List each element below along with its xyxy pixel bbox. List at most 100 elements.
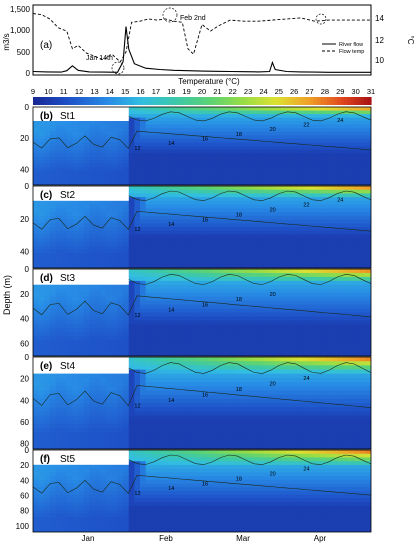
- heatmap-cell: [173, 440, 180, 446]
- heatmap-cell: [320, 249, 327, 254]
- heatmap-cell: [179, 160, 186, 165]
- heatmap-cell: [207, 390, 214, 396]
- heatmap-cell: [111, 398, 118, 404]
- colorbar-tick-label: 30: [351, 87, 359, 96]
- depth-axis-label: Depth (m): [2, 275, 12, 315]
- heatmap-cell: [218, 219, 225, 224]
- heatmap-cell: [354, 280, 361, 286]
- heatmap-cell: [173, 160, 180, 165]
- heatmap-cell: [235, 403, 242, 408]
- heatmap-cell: [89, 223, 96, 228]
- heatmap-cell: [151, 415, 158, 421]
- heatmap-cell: [140, 238, 147, 243]
- heatmap-cell: [292, 328, 299, 333]
- heatmap-cell: [78, 238, 85, 243]
- colorbar-cell: [131, 97, 135, 105]
- heatmap-cell: [218, 197, 225, 202]
- heatmap-cell: [224, 304, 231, 309]
- heatmap-cell: [258, 280, 265, 286]
- heatmap-cell: [94, 440, 101, 446]
- heatmap-cell: [303, 156, 310, 161]
- heatmap-cell: [162, 320, 169, 325]
- heatmap-cell: [185, 117, 192, 122]
- heatmap-cell: [258, 208, 265, 213]
- heatmap-cell: [83, 208, 90, 213]
- heatmap-cell: [325, 264, 332, 268]
- heatmap-cell: [151, 419, 158, 425]
- heatmap-cell: [49, 128, 56, 133]
- heatmap-cell: [196, 440, 203, 446]
- heatmap-cell: [297, 212, 304, 217]
- heatmap-cell: [280, 200, 287, 206]
- heatmap-cell: [49, 436, 56, 442]
- heatmap-cell: [66, 156, 73, 161]
- heatmap-cell: [337, 124, 344, 129]
- heatmap-cell: [207, 436, 214, 442]
- heatmap-cell: [314, 200, 321, 206]
- heatmap-cell: [94, 264, 101, 268]
- heatmap-cell: [173, 352, 180, 356]
- heatmap-cell: [134, 390, 141, 396]
- heatmap-cell: [230, 208, 237, 213]
- heatmap-cell: [303, 204, 310, 209]
- colorbar-tick-label: 14: [106, 87, 114, 96]
- heatmap-cell: [309, 253, 316, 258]
- heatmap-cell: [94, 328, 101, 333]
- heatmap-cell: [342, 110, 349, 115]
- heatmap-cell: [337, 344, 344, 349]
- heatmap-cell: [218, 245, 225, 250]
- heatmap-cell: [49, 264, 56, 268]
- heatmap-cell: [162, 245, 169, 250]
- heatmap-cell: [325, 114, 332, 119]
- heatmap-cell: [179, 386, 186, 391]
- heatmap-cell: [117, 245, 124, 250]
- heatmap-cell: [297, 300, 304, 305]
- heatmap-cell: [241, 361, 248, 366]
- heatmap-cell: [309, 344, 316, 349]
- heatmap-cell: [145, 223, 152, 228]
- heatmap-cell: [55, 436, 62, 442]
- heatmap-cell: [202, 128, 209, 133]
- heatmap-cell: [111, 234, 118, 239]
- heatmap-cell: [354, 174, 361, 179]
- heatmap-cell: [61, 336, 68, 341]
- heatmap-cell: [55, 245, 62, 250]
- heatmap-cell: [286, 292, 293, 298]
- heatmap-cell: [55, 177, 62, 182]
- heatmap-cell: [179, 415, 186, 421]
- heatmap-cell: [61, 440, 68, 446]
- heatmap-cell: [111, 352, 118, 356]
- heatmap-cell: [100, 444, 107, 449]
- heatmap-cell: [162, 142, 169, 147]
- contour-label: 18: [236, 297, 242, 303]
- heatmap-cell: [331, 138, 338, 143]
- heatmap-cell: [297, 256, 304, 261]
- heatmap-cell: [196, 249, 203, 254]
- heatmap-cell: [342, 296, 349, 302]
- heatmap-cell: [190, 432, 197, 437]
- heatmap-cell: [55, 204, 62, 209]
- heatmap-cell: [117, 142, 124, 147]
- heatmap-cell: [168, 357, 175, 362]
- heatmap-cell: [365, 117, 371, 122]
- heatmap-cell: [134, 336, 141, 341]
- heatmap-cell: [134, 241, 141, 247]
- colorbar-tick-label: 25: [275, 87, 283, 96]
- heatmap-cell: [140, 208, 147, 213]
- heatmap-cell: [140, 269, 147, 274]
- heatmap-cell: [258, 156, 265, 161]
- heatmap-cell: [314, 219, 321, 224]
- heatmap-cell: [38, 256, 45, 261]
- heatmap-cell: [258, 114, 265, 119]
- heatmap-cell: [168, 411, 175, 416]
- heatmap-cell: [61, 308, 68, 313]
- heatmap-cell: [325, 215, 332, 220]
- heatmap-cell: [100, 204, 107, 209]
- heatmap-cell: [49, 344, 56, 349]
- heatmap-cell: [309, 300, 316, 305]
- heatmap-cell: [207, 238, 214, 243]
- heatmap-cell: [111, 142, 118, 147]
- heatmap-cell: [83, 142, 90, 147]
- heatmap-cell: [128, 208, 135, 213]
- heatmap-cell: [185, 269, 192, 274]
